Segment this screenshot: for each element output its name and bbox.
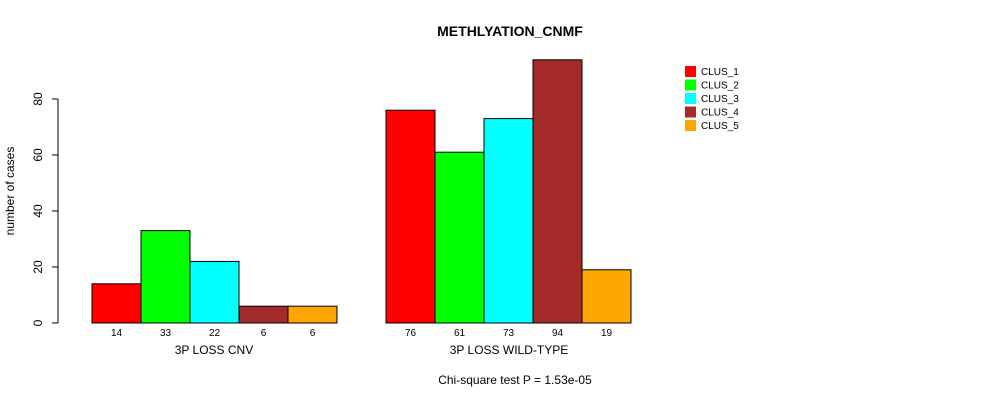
bar-clus-1-group-1 xyxy=(91,283,142,324)
y-tick-label: 20 xyxy=(31,260,45,274)
legend-swatch xyxy=(685,106,696,118)
legend-swatch xyxy=(685,79,696,91)
bar-clus-5-group-2 xyxy=(581,269,632,324)
bar-value-label: 76 xyxy=(405,328,417,339)
bar-value-label: 94 xyxy=(552,328,564,339)
bar-clus-3-group-1 xyxy=(189,260,240,324)
plot-area: 0 20 40 60 80 14 33 22 6 6 76 61 73 94 19 xyxy=(31,59,632,339)
legend-swatch xyxy=(685,93,696,104)
y-tick-label: 40 xyxy=(31,204,45,218)
bar-clus-2-group-2 xyxy=(434,151,485,324)
bar-clus-4-group-1 xyxy=(238,305,289,324)
bar-clus-3-group-2 xyxy=(483,118,534,324)
bar-clus-2-group-1 xyxy=(140,230,191,324)
y-tick-label: 0 xyxy=(31,319,45,326)
bar-value-label: 61 xyxy=(454,328,466,339)
bar-value-label: 6 xyxy=(261,328,267,339)
y-tick-label: 60 xyxy=(31,148,45,162)
legend-label: CLUS_2 xyxy=(701,81,739,92)
y-tick-label: 80 xyxy=(31,92,45,106)
bar-value-label: 14 xyxy=(111,328,123,339)
y-axis-label: number of cases xyxy=(3,147,17,236)
legend-label: CLUS_5 xyxy=(701,121,739,132)
bar-clus-5-group-1 xyxy=(287,305,338,324)
legend-swatch xyxy=(685,66,696,77)
legend-label: CLUS_4 xyxy=(701,108,739,119)
chi-square-footnote: Chi-square test P = 1.53e-05 xyxy=(438,373,592,387)
legend: CLUS_1 CLUS_2 CLUS_3 CLUS_4 CLUS_5 xyxy=(685,66,739,132)
legend-label: CLUS_3 xyxy=(701,94,739,105)
bar-value-label: 19 xyxy=(601,328,613,339)
legend-swatch xyxy=(685,120,696,131)
group-label-3p-loss-cnv: 3P LOSS CNV xyxy=(175,343,253,357)
legend-label: CLUS_1 xyxy=(701,67,739,78)
bar-clus-1-group-2 xyxy=(385,109,436,324)
bar-value-label: 6 xyxy=(310,328,316,339)
chart-title: METHLYATION_CNMF xyxy=(437,23,583,39)
bar-clus-4-group-2 xyxy=(532,59,583,324)
bar-value-label: 22 xyxy=(209,328,221,339)
bar-value-label: 33 xyxy=(160,328,172,339)
group-label-3p-loss-wild-type: 3P LOSS WILD-TYPE xyxy=(450,343,568,357)
bar-value-label: 73 xyxy=(503,328,515,339)
